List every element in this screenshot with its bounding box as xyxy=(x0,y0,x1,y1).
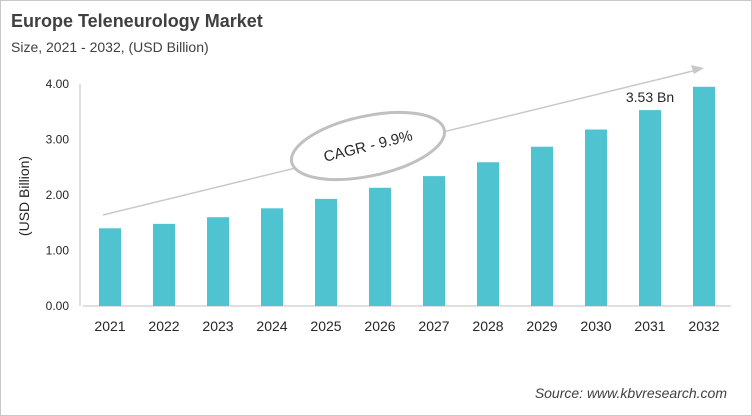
x-tick-label: 2031 xyxy=(634,318,665,334)
value-label-2031: 3.53 Bn xyxy=(626,89,674,105)
bar-2023 xyxy=(207,217,229,306)
x-tick-label: 2026 xyxy=(364,318,395,334)
bar-2026 xyxy=(369,187,391,306)
y-tick-label: 0.00 xyxy=(46,299,70,313)
source-note: Source: www.kbvresearch.com xyxy=(534,385,727,401)
y-tick-label: 2.00 xyxy=(46,188,70,202)
trend-arrowhead xyxy=(691,65,704,74)
x-tick-label: 2028 xyxy=(472,318,503,334)
bar-2027 xyxy=(423,176,445,306)
x-tick-label: 2021 xyxy=(94,318,125,334)
x-tick-label: 2030 xyxy=(580,318,611,334)
chart-subtitle: Size, 2021 - 2032, (USD Billion) xyxy=(11,39,209,55)
bar-2031 xyxy=(639,110,661,307)
x-tick-label: 2022 xyxy=(148,318,179,334)
cagr-ellipse xyxy=(289,110,447,182)
y-axis-label: (USD Billion) xyxy=(16,156,32,236)
bar-2021 xyxy=(99,228,121,306)
x-tick-label: 2024 xyxy=(256,318,287,334)
bar-2022 xyxy=(153,223,175,306)
bar-2024 xyxy=(261,208,283,306)
x-tick-label: 2023 xyxy=(202,318,233,334)
bar-2025 xyxy=(315,198,337,306)
bar-2032 xyxy=(693,86,715,307)
bar-2028 xyxy=(477,162,499,306)
y-tick-label: 3.00 xyxy=(46,133,70,147)
chart-title: Europe Teleneurology Market xyxy=(11,11,263,31)
bar-2030 xyxy=(585,129,607,306)
x-tick-label: 2027 xyxy=(418,318,449,334)
y-tick-label: 1.00 xyxy=(46,244,70,258)
y-tick-label: 4.00 xyxy=(46,77,70,91)
bar-2029 xyxy=(531,146,553,306)
x-tick-label: 2029 xyxy=(526,318,557,334)
x-tick-label: 2032 xyxy=(688,318,719,334)
x-tick-label: 2025 xyxy=(310,318,341,334)
